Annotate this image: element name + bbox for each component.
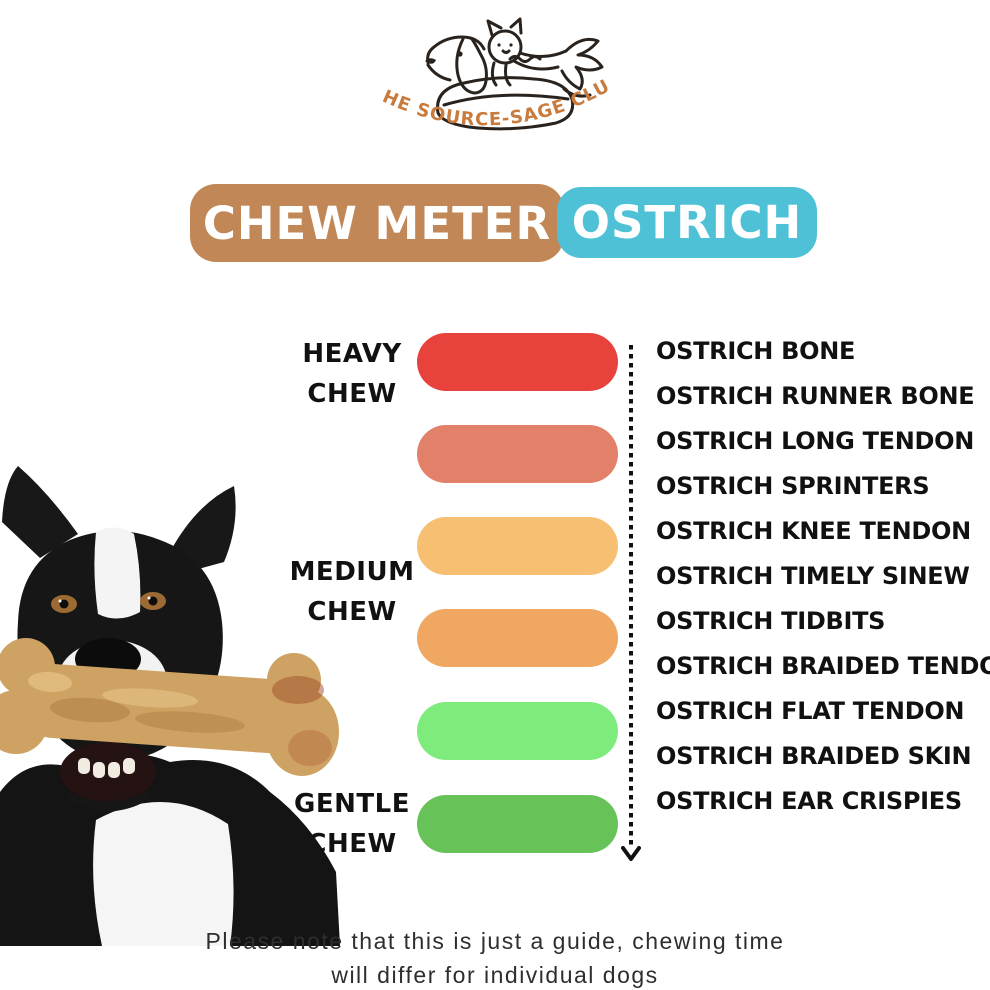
list-item: OSTRICH TIDBITS (656, 607, 886, 635)
list-item: OSTRICH BRAIDED TENDON (656, 652, 990, 680)
list-item: OSTRICH KNEE TENDON (656, 517, 971, 545)
heavy-label-line2: CHEW (307, 379, 397, 409)
dog-cat-lineart-icon (425, 17, 604, 131)
heavy-chew-label: HEAVY CHEW (268, 334, 436, 414)
meter-pill-gentle-1 (417, 702, 618, 760)
list-item: OSTRICH TIMELY SINEW (656, 562, 970, 590)
chew-meter-title-banner: CHEW METER (190, 184, 564, 262)
meter-pill-medium-1 (417, 517, 618, 575)
dog-with-bone-photo (0, 466, 340, 946)
ostrich-title-banner: OSTRICH (557, 187, 817, 258)
list-item: OSTRICH SPRINTERS (656, 472, 930, 500)
heavy-label-line1: HEAVY (302, 339, 402, 369)
meter-dotted-line (629, 345, 633, 847)
meter-pill-gentle-2 (417, 795, 618, 853)
list-item: OSTRICH EAR CRISPIES (656, 787, 962, 815)
medium-label-line2: CHEW (307, 597, 397, 627)
medium-label-line1: MEDIUM (289, 557, 415, 587)
disclaimer-line2: will differ for individual dogs (331, 962, 659, 988)
disclaimer-line1: Please note that this is just a guide, c… (205, 928, 785, 954)
list-item: OSTRICH LONG TENDON (656, 427, 975, 455)
meter-pill-heavy-2 (417, 425, 618, 483)
list-item: OSTRICH BONE (656, 337, 856, 365)
list-item: OSTRICH FLAT TENDON (656, 697, 965, 725)
bone-icon (0, 638, 339, 776)
meter-pill-medium-2 (417, 609, 618, 667)
list-item: OSTRICH RUNNER BONE (656, 382, 975, 410)
arrow-down-icon (621, 846, 641, 861)
chew-meter-title: CHEW METER (202, 196, 552, 250)
ostrich-title: OSTRICH (571, 196, 803, 249)
meter-pill-heavy-1 (417, 333, 618, 391)
product-list: OSTRICH BONE OSTRICH RUNNER BONE OSTRICH… (656, 336, 990, 816)
gentle-chew-label: GENTLE CHEW (268, 784, 436, 864)
gentle-label-line1: GENTLE (294, 789, 410, 819)
disclaimer-note: Please note that this is just a guide, c… (0, 924, 990, 990)
list-item: OSTRICH BRAIDED SKIN (656, 742, 972, 770)
medium-chew-label: MEDIUM CHEW (268, 552, 436, 632)
club-logo: THE SOURCE-SAGE CLUB (368, 16, 613, 131)
